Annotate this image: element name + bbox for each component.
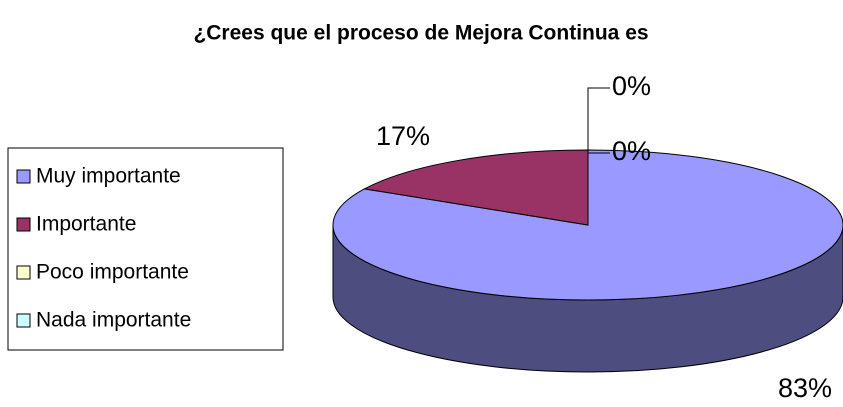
data-label: 83% [778, 373, 832, 403]
leader-line [587, 87, 610, 150]
data-label: 17% [376, 121, 430, 151]
data-label: 0% [612, 136, 651, 166]
legend-swatch [16, 217, 31, 232]
legend-label: Nada importante [36, 309, 191, 332]
legend-label: Importante [36, 213, 136, 236]
pie-slice [362, 149, 589, 226]
legend-label: Muy importante [36, 165, 181, 188]
chart-title: ¿Crees que el proceso de Mejora Continua… [193, 22, 648, 45]
legend-swatch [16, 169, 31, 184]
legend-swatch [16, 313, 31, 328]
legend-label: Poco importante [36, 261, 189, 284]
leader-line [587, 150, 610, 154]
legend-box [7, 147, 284, 351]
data-label: 0% [612, 71, 651, 101]
legend-swatch [16, 265, 31, 280]
